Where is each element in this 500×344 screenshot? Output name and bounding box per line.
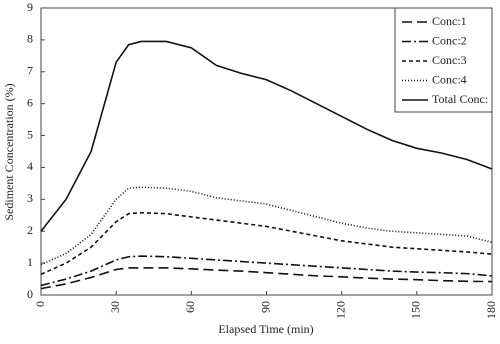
legend-label: Conc:3 [432, 53, 467, 67]
x-tick-label: 180 [484, 301, 498, 319]
x-tick-label: 90 [258, 301, 272, 313]
legend-label: Conc:2 [432, 33, 467, 47]
y-tick-label: 8 [27, 32, 33, 46]
legend-label: Total Conc: [432, 92, 488, 106]
y-tick-label: 5 [27, 127, 33, 141]
y-tick-label: 7 [27, 64, 33, 78]
x-axis-label: Elapsed Time (min) [218, 322, 313, 336]
x-tick-label: 60 [183, 301, 197, 313]
legend-label: Conc:4 [432, 72, 467, 86]
series-line [40, 267, 493, 290]
y-tick-label: 2 [27, 223, 33, 237]
series-line [40, 255, 493, 287]
y-tick-label: 1 [27, 255, 33, 269]
x-tick-label: 150 [409, 301, 423, 319]
y-axis-label: Sediment Concentration (%) [2, 83, 16, 220]
x-tick-label: 0 [33, 301, 47, 307]
y-tick-label: 3 [27, 191, 33, 205]
legend-box [394, 7, 493, 113]
series-line [40, 40, 493, 232]
x-tick-label: 30 [108, 301, 122, 313]
y-tick-label: 6 [27, 95, 33, 109]
y-tick-label: 9 [27, 0, 33, 14]
y-tick-label: 4 [27, 159, 33, 173]
x-tick-label: 120 [333, 301, 347, 319]
y-tick-label: 0 [27, 287, 33, 301]
legend-label: Conc:1 [432, 14, 467, 28]
series-line [40, 211, 493, 276]
